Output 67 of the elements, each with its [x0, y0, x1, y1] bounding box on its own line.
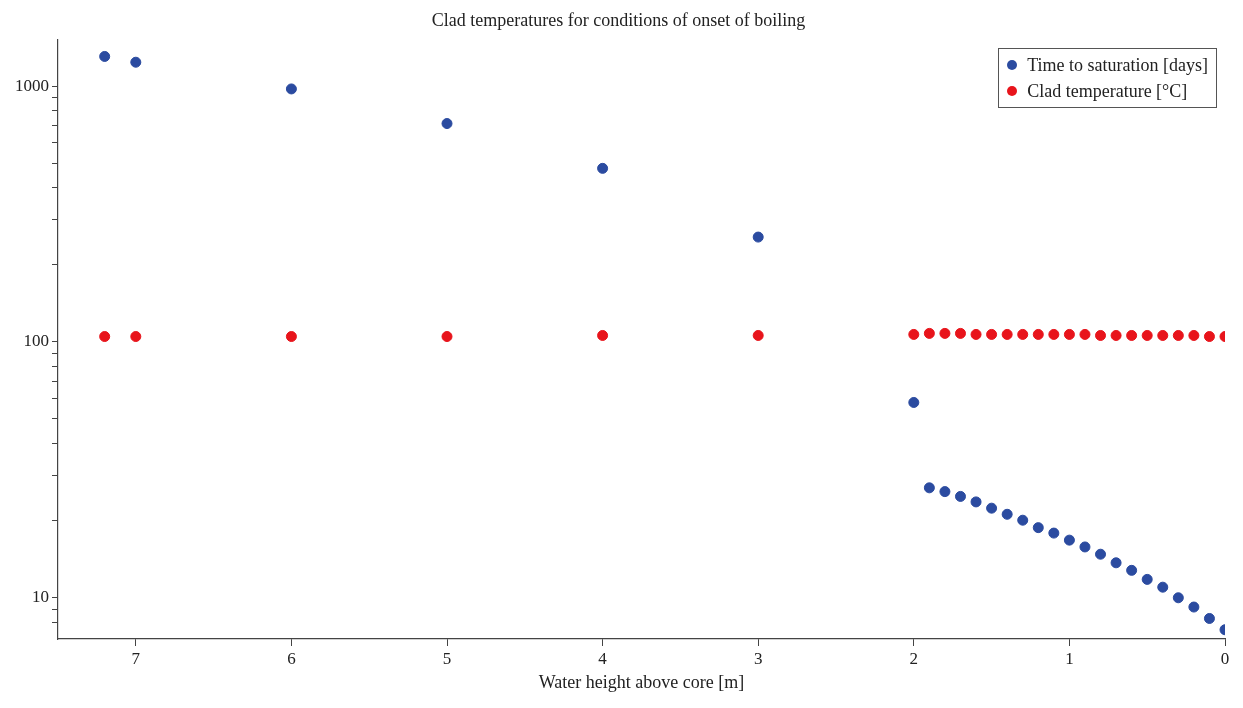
point — [1032, 328, 1044, 340]
y-tick-label: 100 — [23, 331, 49, 351]
y-tick-label: 1000 — [15, 75, 49, 95]
point — [908, 396, 920, 408]
point — [1032, 522, 1044, 534]
point — [986, 328, 998, 340]
point — [1141, 329, 1153, 341]
point — [130, 56, 142, 68]
point — [1203, 612, 1215, 624]
point — [752, 231, 764, 243]
point — [908, 328, 920, 340]
point — [1188, 329, 1200, 341]
point — [1001, 328, 1013, 340]
point — [1126, 564, 1138, 576]
point — [1048, 328, 1060, 340]
point — [1157, 329, 1169, 341]
point — [986, 502, 998, 514]
point — [1063, 328, 1075, 340]
x-tick-label: 6 — [287, 648, 296, 668]
x-axis-title: Water height above core [m] — [538, 671, 745, 692]
point — [923, 327, 935, 339]
point — [1157, 581, 1169, 593]
point — [1079, 541, 1091, 553]
chart-title: Clad temperatures for conditions of onset of boiling — [431, 9, 806, 30]
point — [1063, 534, 1075, 546]
point — [1079, 328, 1091, 340]
legend-label: Time to saturation [days] — [1027, 53, 1208, 77]
point — [1095, 329, 1107, 341]
legend-label: Clad temperature [°C] — [1027, 79, 1188, 103]
x-tick-label: 2 — [909, 648, 919, 668]
x-tick-label: 4 — [598, 648, 608, 668]
point — [441, 331, 453, 343]
point — [99, 50, 111, 62]
point — [441, 118, 453, 130]
point — [99, 331, 111, 343]
point — [1001, 508, 1013, 520]
point — [752, 329, 764, 341]
x-tick-label: 7 — [131, 648, 141, 668]
point — [1017, 328, 1029, 340]
point — [285, 331, 297, 343]
x-tick-label: 0 — [1220, 648, 1230, 668]
y-tick-label: 10 — [32, 587, 49, 607]
point — [1172, 329, 1184, 341]
point — [597, 329, 609, 341]
point — [1017, 514, 1029, 526]
point — [1203, 331, 1215, 343]
point — [1048, 527, 1060, 539]
point — [939, 327, 951, 339]
x-tick-label: 3 — [753, 648, 763, 668]
point — [1095, 548, 1107, 560]
point — [285, 83, 297, 95]
point — [939, 486, 951, 498]
point — [954, 490, 966, 502]
x-tick-label: 5 — [442, 648, 452, 668]
point — [130, 331, 142, 343]
point — [1188, 601, 1200, 613]
point — [923, 482, 935, 494]
point — [597, 162, 609, 174]
point — [970, 328, 982, 340]
point — [954, 327, 966, 339]
point — [1172, 592, 1184, 604]
point — [1110, 329, 1122, 341]
point — [1141, 573, 1153, 585]
x-tick-label: 1 — [1065, 648, 1074, 668]
point — [1110, 557, 1122, 569]
point — [1126, 329, 1138, 341]
point — [970, 496, 982, 508]
